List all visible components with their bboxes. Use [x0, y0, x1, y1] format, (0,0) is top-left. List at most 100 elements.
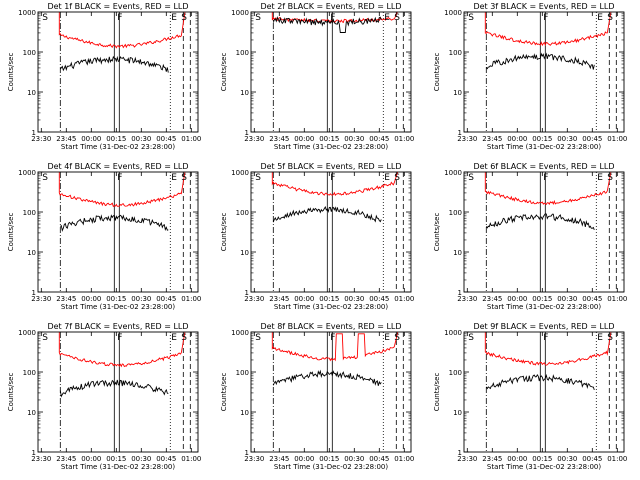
marker-label-e: E [597, 13, 603, 23]
y-tick-label: 10 [453, 409, 462, 417]
panel-det-3f: Det 3f BLACK = Events, RED = LLD Counts/s… [433, 2, 627, 151]
marker-label-s: S [255, 333, 261, 343]
panel-title: Det 9f BLACK = Events, RED = LLD [473, 322, 614, 331]
y-tick-label: 100 [23, 369, 36, 377]
x-tick-label: 01:00 [607, 455, 627, 463]
marker-label-s: S [607, 13, 613, 23]
x-axis-label: Start Time (31-Dec-02 23:28:00) [61, 463, 175, 471]
y-tick-label: 100 [449, 369, 462, 377]
y-tick-label: 1 [245, 289, 249, 297]
marker-label-e: E [384, 333, 390, 343]
plot-frame [463, 11, 625, 133]
y-tick-label: 10 [27, 89, 36, 97]
x-tick-label: 00:15 [319, 295, 339, 303]
y-tick-label: 1000 [18, 169, 36, 177]
marker-label-s: S [607, 173, 613, 183]
x-tick-label: 00:30 [557, 455, 577, 463]
y-tick-label: 1 [458, 129, 462, 137]
series-lld-red [484, 332, 612, 366]
x-axis-label: Start Time (31-Dec-02 23:28:00) [487, 143, 601, 151]
panel-det-7f: Det 7f BLACK = Events, RED = LLD Counts/s… [7, 322, 201, 471]
marker-label-f: F [543, 13, 548, 23]
y-tick-label: 1000 [18, 329, 36, 337]
marker-label-s: S [394, 333, 400, 343]
x-tick-label: 01:00 [394, 455, 414, 463]
x-tick-label: 00:00 [507, 295, 527, 303]
marker-label-e: E [384, 173, 390, 183]
marker-label-s: S [394, 173, 400, 183]
x-tick-label: 00:00 [81, 135, 101, 143]
x-tick-label: 01:00 [607, 295, 627, 303]
series-events-black [485, 213, 595, 230]
x-tick-label: 01:00 [607, 135, 627, 143]
x-tick-label: 23:45 [482, 135, 502, 143]
x-axis-label: Start Time (31-Dec-02 23:28:00) [274, 463, 388, 471]
marker-label-e: E [171, 173, 177, 183]
marker-label-f: F [330, 333, 335, 343]
panel-title: Det 6f BLACK = Events, RED = LLD [473, 162, 614, 171]
y-tick-label: 100 [449, 49, 462, 57]
plot-frame [463, 331, 625, 453]
x-tick-label: 00:30 [344, 455, 364, 463]
x-tick-label: 00:15 [106, 295, 126, 303]
plot-frame [250, 171, 412, 293]
y-tick-label: 100 [236, 369, 249, 377]
series-events-black [485, 52, 595, 70]
y-tick-label: 100 [23, 49, 36, 57]
x-tick-label: 01:00 [181, 135, 201, 143]
x-tick-label: 00:00 [294, 455, 314, 463]
y-axis-label: Counts/sec [7, 53, 15, 92]
y-tick-label: 1000 [444, 169, 462, 177]
panel-title: Det 2f BLACK = Events, RED = LLD [260, 2, 401, 11]
series-lld-red [58, 172, 186, 208]
y-tick-label: 1000 [231, 9, 249, 17]
x-tick-label: 00:45 [369, 135, 389, 143]
series-events-black [272, 16, 382, 33]
marker-label-e: E [597, 173, 603, 183]
x-tick-label: 00:45 [156, 455, 176, 463]
x-tick-label: 00:30 [557, 135, 577, 143]
series-lld-red [58, 332, 186, 368]
y-tick-label: 1000 [444, 9, 462, 17]
x-tick-label: 00:00 [81, 295, 101, 303]
x-tick-label: 23:45 [269, 295, 289, 303]
x-tick-label: 00:30 [131, 455, 151, 463]
y-tick-label: 1000 [18, 9, 36, 17]
panel-det-8f: Det 8f BLACK = Events, RED = LLD Counts/s… [220, 322, 414, 471]
y-tick-label: 1 [245, 129, 249, 137]
marker-label-s: S [42, 333, 48, 343]
marker-label-e: E [597, 333, 603, 343]
plot-frame [463, 171, 625, 293]
x-tick-label: 00:45 [369, 455, 389, 463]
marker-label-s: S [42, 173, 48, 183]
series-events-black [59, 55, 169, 73]
x-tick-label: 23:30 [31, 135, 51, 143]
x-tick-label: 23:30 [244, 455, 264, 463]
y-tick-label: 10 [240, 249, 249, 257]
x-tick-label: 01:00 [181, 295, 201, 303]
y-axis-label: Counts/sec [433, 373, 441, 412]
y-tick-label: 1 [32, 289, 36, 297]
x-axis-label: Start Time (31-Dec-02 23:28:00) [274, 303, 388, 311]
panel-det-1f: Det 1f BLACK = Events, RED = LLD Counts/s… [7, 2, 201, 151]
x-axis-label: Start Time (31-Dec-02 23:28:00) [487, 303, 601, 311]
x-tick-label: 23:45 [56, 135, 76, 143]
y-axis-label: Counts/sec [220, 373, 228, 412]
x-tick-label: 00:30 [131, 295, 151, 303]
x-tick-label: 00:15 [532, 135, 552, 143]
series-events-black [272, 369, 382, 386]
plot-frame [37, 171, 199, 293]
series-events-black [59, 379, 169, 398]
y-tick-label: 1 [32, 449, 36, 457]
y-tick-label: 10 [453, 89, 462, 97]
y-tick-label: 10 [240, 89, 249, 97]
series-events-black [485, 373, 595, 391]
marker-label-s: S [255, 173, 261, 183]
y-axis-label: Counts/sec [433, 53, 441, 92]
marker-label-s: S [468, 333, 474, 343]
y-tick-label: 1 [458, 289, 462, 297]
x-tick-label: 23:30 [457, 135, 477, 143]
y-axis-label: Counts/sec [220, 53, 228, 92]
x-tick-label: 01:00 [394, 135, 414, 143]
series-events-black [60, 214, 169, 232]
